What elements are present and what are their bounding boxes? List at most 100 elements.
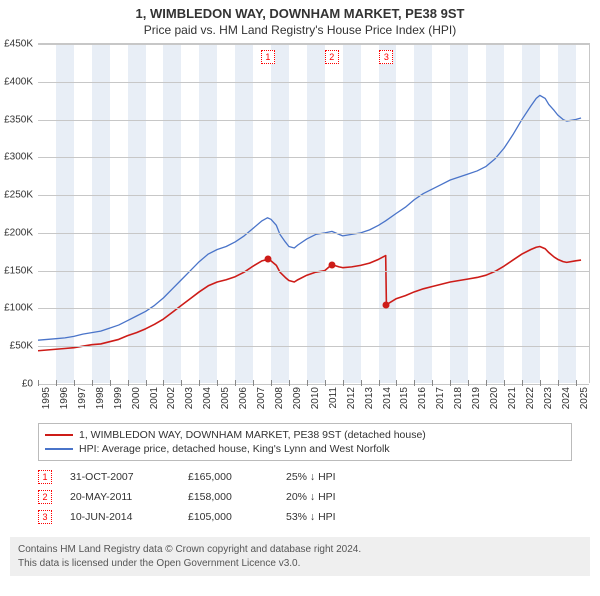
x-tick: [450, 380, 451, 386]
gridline-h: [38, 82, 589, 83]
y-axis-label: £150K: [4, 265, 33, 276]
x-axis-label: 2002: [166, 387, 177, 409]
event-price: £158,000: [188, 491, 268, 503]
x-axis-label: 2005: [220, 387, 231, 409]
x-tick: [504, 380, 505, 386]
legend-box: 1, WIMBLEDON WAY, DOWNHAM MARKET, PE38 9…: [38, 423, 572, 461]
y-axis-label: £200K: [4, 227, 33, 238]
event-row: 1 31-OCT-2007 £165,000 25% ↓ HPI: [38, 467, 590, 487]
x-tick: [253, 380, 254, 386]
attribution-line2: This data is licensed under the Open Gov…: [18, 557, 582, 571]
legend-swatch: [45, 448, 73, 450]
event-price: £105,000: [188, 511, 268, 523]
x-axis-label: 2023: [543, 387, 554, 409]
x-tick: [146, 380, 147, 386]
x-axis-label: 2011: [328, 387, 339, 409]
x-axis-label: 2007: [256, 387, 267, 409]
x-axis-label: 2020: [489, 387, 500, 409]
x-axis-label: 2025: [579, 387, 590, 409]
x-axis-label: 2004: [202, 387, 213, 409]
legend-item-property: 1, WIMBLEDON WAY, DOWNHAM MARKET, PE38 9…: [45, 428, 565, 442]
x-tick: [128, 380, 129, 386]
x-axis-label: 2000: [131, 387, 142, 409]
x-tick: [271, 380, 272, 386]
event-diff: 20% ↓ HPI: [286, 491, 376, 503]
x-axis-label: 2012: [346, 387, 357, 409]
x-axis-label: 2013: [364, 387, 375, 409]
event-marker: 2: [38, 490, 52, 504]
chart-marker: 3: [379, 50, 393, 64]
event-marker: 1: [38, 470, 52, 484]
x-tick: [307, 380, 308, 386]
sale-dot: [328, 261, 335, 268]
event-row: 2 20-MAY-2011 £158,000 20% ↓ HPI: [38, 487, 590, 507]
x-tick: [325, 380, 326, 386]
x-axis-label: 2019: [471, 387, 482, 409]
x-axis-label: 2010: [310, 387, 321, 409]
gridline-h: [38, 195, 589, 196]
x-tick: [92, 380, 93, 386]
gridline-h: [38, 157, 589, 158]
x-axis-label: 2016: [417, 387, 428, 409]
x-tick: [414, 380, 415, 386]
x-axis-label: 2009: [292, 387, 303, 409]
x-axis-label: 2001: [149, 387, 160, 409]
x-tick: [181, 380, 182, 386]
x-axis-label: 2017: [435, 387, 446, 409]
x-axis-ticks: 1995199619971998199920002001200220032004…: [38, 383, 590, 415]
event-diff: 53% ↓ HPI: [286, 511, 376, 523]
x-axis-label: 2022: [525, 387, 536, 409]
x-tick: [396, 380, 397, 386]
gridline-h: [38, 233, 589, 234]
legend-label: 1, WIMBLEDON WAY, DOWNHAM MARKET, PE38 9…: [79, 429, 426, 441]
legend-label: HPI: Average price, detached house, King…: [79, 443, 390, 455]
x-axis-label: 2006: [238, 387, 249, 409]
event-price: £165,000: [188, 471, 268, 483]
x-tick: [110, 380, 111, 386]
x-tick: [74, 380, 75, 386]
x-tick: [38, 380, 39, 386]
y-axis-label: £350K: [4, 114, 33, 125]
gridline-h: [38, 308, 589, 309]
x-tick: [56, 380, 57, 386]
x-axis-label: 2008: [274, 387, 285, 409]
x-tick: [235, 380, 236, 386]
attribution-box: Contains HM Land Registry data © Crown c…: [10, 537, 590, 576]
x-axis-label: 2018: [453, 387, 464, 409]
y-axis-label: £100K: [4, 303, 33, 314]
y-axis-label: £400K: [4, 76, 33, 87]
x-tick: [199, 380, 200, 386]
y-axis-label: £300K: [4, 152, 33, 163]
x-axis-label: 2015: [399, 387, 410, 409]
x-axis-label: 1998: [95, 387, 106, 409]
plot-area: £0£50K£100K£150K£200K£250K£300K£350K£400…: [38, 43, 590, 383]
property-line: [38, 246, 581, 350]
hpi-line: [38, 95, 581, 340]
x-tick: [522, 380, 523, 386]
chart-marker: 1: [261, 50, 275, 64]
x-tick: [379, 380, 380, 386]
event-date: 10-JUN-2014: [70, 511, 170, 523]
x-axis-label: 1996: [59, 387, 70, 409]
event-date: 20-MAY-2011: [70, 491, 170, 503]
x-tick: [343, 380, 344, 386]
x-tick: [432, 380, 433, 386]
gridline-h: [38, 120, 589, 121]
event-row: 3 10-JUN-2014 £105,000 53% ↓ HPI: [38, 507, 590, 527]
y-axis-label: £0: [22, 379, 33, 390]
attribution-line1: Contains HM Land Registry data © Crown c…: [18, 543, 582, 557]
x-tick: [217, 380, 218, 386]
x-tick: [486, 380, 487, 386]
x-tick: [361, 380, 362, 386]
chart-area: £0£50K£100K£150K£200K£250K£300K£350K£400…: [38, 43, 592, 415]
x-tick: [558, 380, 559, 386]
y-axis-label: £50K: [10, 341, 33, 352]
event-date: 31-OCT-2007: [70, 471, 170, 483]
gridline-h: [38, 44, 589, 45]
y-axis-label: £250K: [4, 190, 33, 201]
legend-item-hpi: HPI: Average price, detached house, King…: [45, 442, 565, 456]
chart-subtitle: Price paid vs. HM Land Registry's House …: [0, 23, 600, 37]
chart-marker: 2: [325, 50, 339, 64]
events-table: 1 31-OCT-2007 £165,000 25% ↓ HPI 2 20-MA…: [38, 467, 590, 527]
x-tick: [576, 380, 577, 386]
